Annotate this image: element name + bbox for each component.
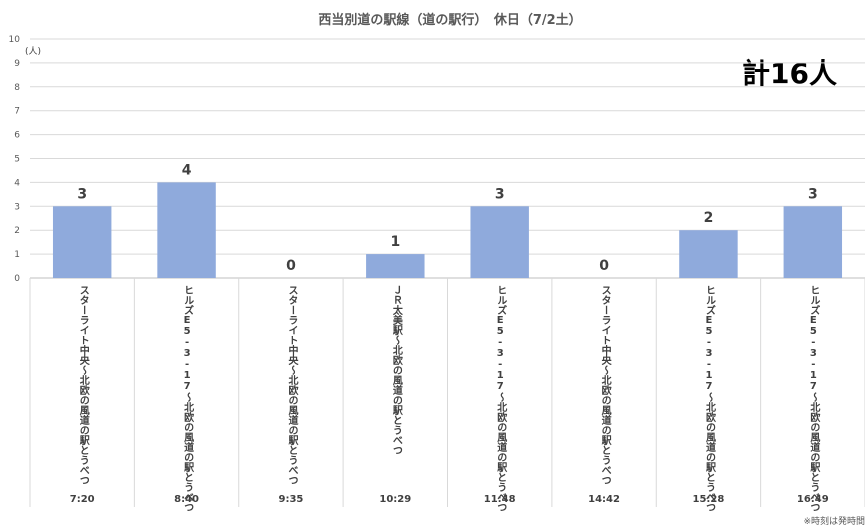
category-route-label: ヒルズE5-3-17～北欧の風道の駅とうべつ [494,285,506,512]
category-time-label: 16:49 [796,494,829,505]
footnote: ※時刻は発時間 [803,517,865,527]
data-label: 4 [182,162,192,178]
category-route-label: ヒルズE5-3-17～北欧の風道の駅とうべつ [181,285,193,512]
bar [52,206,112,278]
y-tick-label: 7 [14,107,20,117]
category-route-label: スターライト中央～北欧の風道の駅とうべつ [599,285,611,485]
y-tick-label: 2 [14,226,20,236]
y-tick-label: 1 [14,250,20,260]
y-tick-label: 0 [14,274,20,284]
y-tick-label: 5 [14,155,20,165]
bar [366,254,425,278]
category-route-label: スターライト中央～北欧の風道の駅とうべつ [285,285,297,485]
data-label: 3 [808,186,818,202]
data-label: 3 [495,186,505,202]
data-label: 1 [390,234,400,250]
y-axis-unit: (人) [25,47,42,57]
category-time-label: 10:29 [379,494,412,505]
category-route-label: ヒルズE5-3-17～北欧の風道の駅とうべつ [703,285,715,512]
bar [157,182,216,278]
category-time-label: 15:28 [692,494,725,505]
y-tick-label: 9 [14,59,20,69]
data-label: 2 [704,210,714,226]
data-label: 0 [286,258,296,274]
y-tick-label: 3 [14,202,20,212]
category-time-label: 7:20 [69,494,95,505]
y-tick-label: 10 [9,35,21,45]
category-route-label: ＪＲ太美駅～北欧の風道の駅とうべつ [390,285,402,455]
chart-title: 西当別道の駅線（道の駅行） 休日（7/2土） [318,13,582,28]
bar [470,206,529,278]
category-time-label: 8:40 [174,494,199,505]
bar [679,230,738,278]
category-time-label: 14:42 [588,494,620,505]
y-tick-label: 6 [14,131,20,141]
category-route-label: スターライト中央～北欧の風道の駅とうべつ [77,285,89,485]
data-label: 0 [599,258,609,274]
category-route-label: ヒルズE5-3-17～北欧の風道の駅とうべつ [807,285,819,512]
category-time-label: 11:48 [483,494,516,505]
y-tick-label: 8 [14,83,20,93]
category-time-label: 9:35 [278,494,304,505]
data-label: 3 [77,186,87,202]
bar [783,206,843,278]
y-tick-label: 4 [14,178,20,188]
